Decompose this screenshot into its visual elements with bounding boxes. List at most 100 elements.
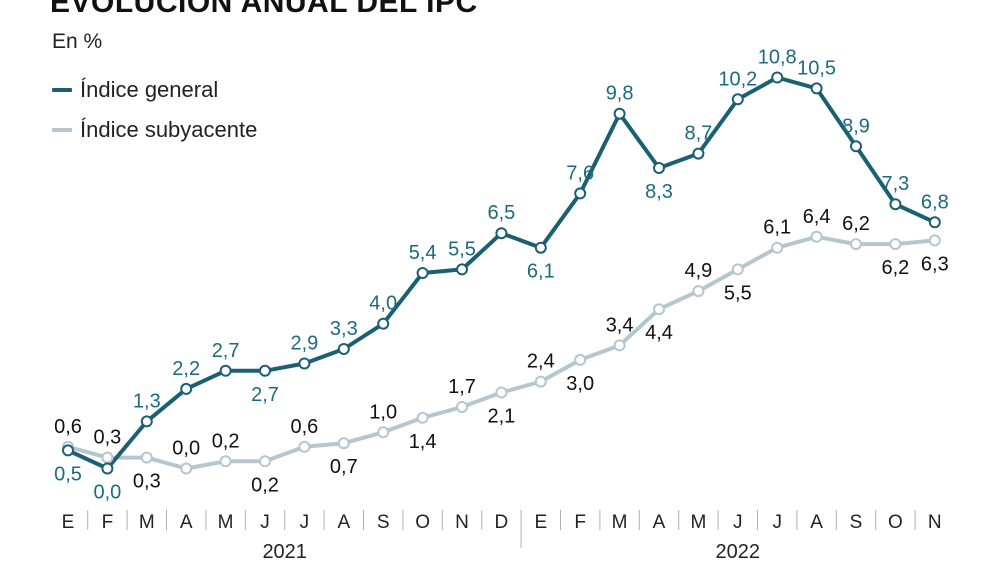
data-label-0-8: 4,0 xyxy=(369,293,397,315)
x-tick-label-7: A xyxy=(337,512,350,533)
data-point-1-13 xyxy=(574,353,587,366)
data-label-0-9: 5,4 xyxy=(409,242,437,264)
legend-label-subyacente: Índice subyacente xyxy=(80,117,258,142)
x-tick-label-21: O xyxy=(888,512,903,533)
data-point-1-17 xyxy=(731,263,744,276)
x-tick-label-2: M xyxy=(139,512,155,533)
x-tick-label-16: M xyxy=(690,512,706,533)
x-tick-label-6: J xyxy=(300,512,310,533)
data-point-0-22 xyxy=(928,216,941,229)
data-point-1-20 xyxy=(850,238,862,251)
data-label-1-18: 6,1 xyxy=(763,217,791,239)
data-point-1-1 xyxy=(101,451,114,464)
series-line-1 xyxy=(66,234,937,471)
data-point-0-14 xyxy=(613,107,626,120)
data-point-0-11 xyxy=(495,227,508,240)
x-tick-label-4: M xyxy=(218,512,234,533)
data-label-1-22: 6,3 xyxy=(921,253,949,275)
data-label-1-20: 6,2 xyxy=(842,213,870,235)
data-label-0-11: 6,5 xyxy=(487,202,515,224)
data-label-1-21: 6,2 xyxy=(881,257,909,279)
data-label-1-3: 0,0 xyxy=(172,438,200,460)
data-point-1-15 xyxy=(653,303,665,316)
data-label-0-15: 8,3 xyxy=(645,181,673,203)
data-point-0-6 xyxy=(298,357,311,370)
data-point-1-5 xyxy=(259,455,271,468)
data-point-0-18 xyxy=(771,71,784,84)
data-point-0-17 xyxy=(731,93,744,106)
data-label-0-10: 5,5 xyxy=(448,238,476,260)
data-label-1-7: 0,7 xyxy=(330,456,358,478)
data-point-0-13 xyxy=(574,187,587,200)
data-label-1-11: 2,1 xyxy=(487,406,515,428)
data-label-1-14: 3,4 xyxy=(606,314,634,336)
legend-swatch-subyacente xyxy=(52,128,72,132)
x-tick-label-10: N xyxy=(455,512,469,533)
data-point-0-2 xyxy=(140,415,153,428)
data-point-0-9 xyxy=(416,267,429,279)
x-tick-label-18: J xyxy=(772,512,782,533)
data-label-0-18: 10,8 xyxy=(758,47,797,69)
data-point-0-15 xyxy=(653,162,665,174)
x-tick-label-11: D xyxy=(495,512,509,533)
x-tick-label-14: M xyxy=(612,512,628,533)
data-point-1-19 xyxy=(810,230,823,243)
data-label-1-6: 0,6 xyxy=(290,416,318,438)
data-point-1-14 xyxy=(613,339,626,352)
data-point-1-22 xyxy=(928,234,941,247)
data-label-1-5: 0,2 xyxy=(251,474,279,496)
x-tick-label-15: A xyxy=(653,512,666,533)
data-label-1-2: 0,3 xyxy=(133,471,161,493)
data-label-0-12: 6,1 xyxy=(527,261,555,283)
data-point-0-8 xyxy=(377,317,390,330)
x-tick-label-5: J xyxy=(260,512,270,533)
data-point-1-11 xyxy=(495,386,508,399)
data-label-1-13: 3,0 xyxy=(566,373,594,395)
legend-item-general: Índice general xyxy=(52,70,257,110)
chart-legend: Índice general Índice subyacente xyxy=(52,70,257,150)
data-label-0-2: 1,3 xyxy=(133,390,161,412)
data-point-0-10 xyxy=(456,263,468,276)
data-label-1-0: 0,6 xyxy=(54,416,82,438)
data-label-1-16: 4,9 xyxy=(684,260,712,282)
data-point-1-18 xyxy=(771,241,784,254)
data-label-0-20: 8,9 xyxy=(842,115,870,137)
x-tick-label-3: A xyxy=(180,512,193,533)
legend-item-subyacente: Índice subyacente xyxy=(52,110,257,150)
data-label-0-4: 2,7 xyxy=(212,340,240,362)
year-label-1: 2022 xyxy=(716,541,761,563)
data-point-1-21 xyxy=(889,238,902,251)
data-point-0-4 xyxy=(219,364,232,377)
x-tick-label-20: S xyxy=(850,512,863,533)
data-point-1-8 xyxy=(377,426,390,439)
x-tick-label-8: S xyxy=(377,512,390,533)
x-tick-label-0: E xyxy=(62,512,75,533)
x-tick-label-22: N xyxy=(928,512,942,533)
data-point-0-7 xyxy=(337,343,350,355)
x-tick-label-13: F xyxy=(574,512,586,533)
data-point-0-16 xyxy=(692,147,705,160)
data-label-0-13: 7,6 xyxy=(566,162,594,184)
data-point-0-5 xyxy=(259,364,271,377)
data-point-1-16 xyxy=(692,285,705,298)
data-point-1-4 xyxy=(219,455,232,468)
data-point-1-7 xyxy=(337,437,350,450)
data-label-0-3: 2,2 xyxy=(172,358,200,380)
data-label-1-12: 2,4 xyxy=(527,351,555,373)
legend-label-general: Índice general xyxy=(80,77,219,102)
data-label-1-9: 1,4 xyxy=(409,431,437,453)
data-label-1-19: 6,4 xyxy=(803,206,831,228)
data-point-0-19 xyxy=(810,82,823,95)
legend-swatch-general xyxy=(52,88,72,92)
data-label-0-1: 0,0 xyxy=(93,482,121,504)
data-point-0-1 xyxy=(101,462,114,475)
data-label-1-17: 5,5 xyxy=(724,282,752,304)
data-label-0-21: 7,3 xyxy=(881,173,909,195)
data-label-0-16: 8,7 xyxy=(684,123,712,145)
data-point-0-3 xyxy=(180,382,193,395)
x-tick-label-12: E xyxy=(534,512,547,533)
data-label-0-22: 6,8 xyxy=(921,191,949,213)
data-label-0-17: 10,2 xyxy=(718,68,757,90)
data-label-0-7: 3,3 xyxy=(330,318,358,340)
